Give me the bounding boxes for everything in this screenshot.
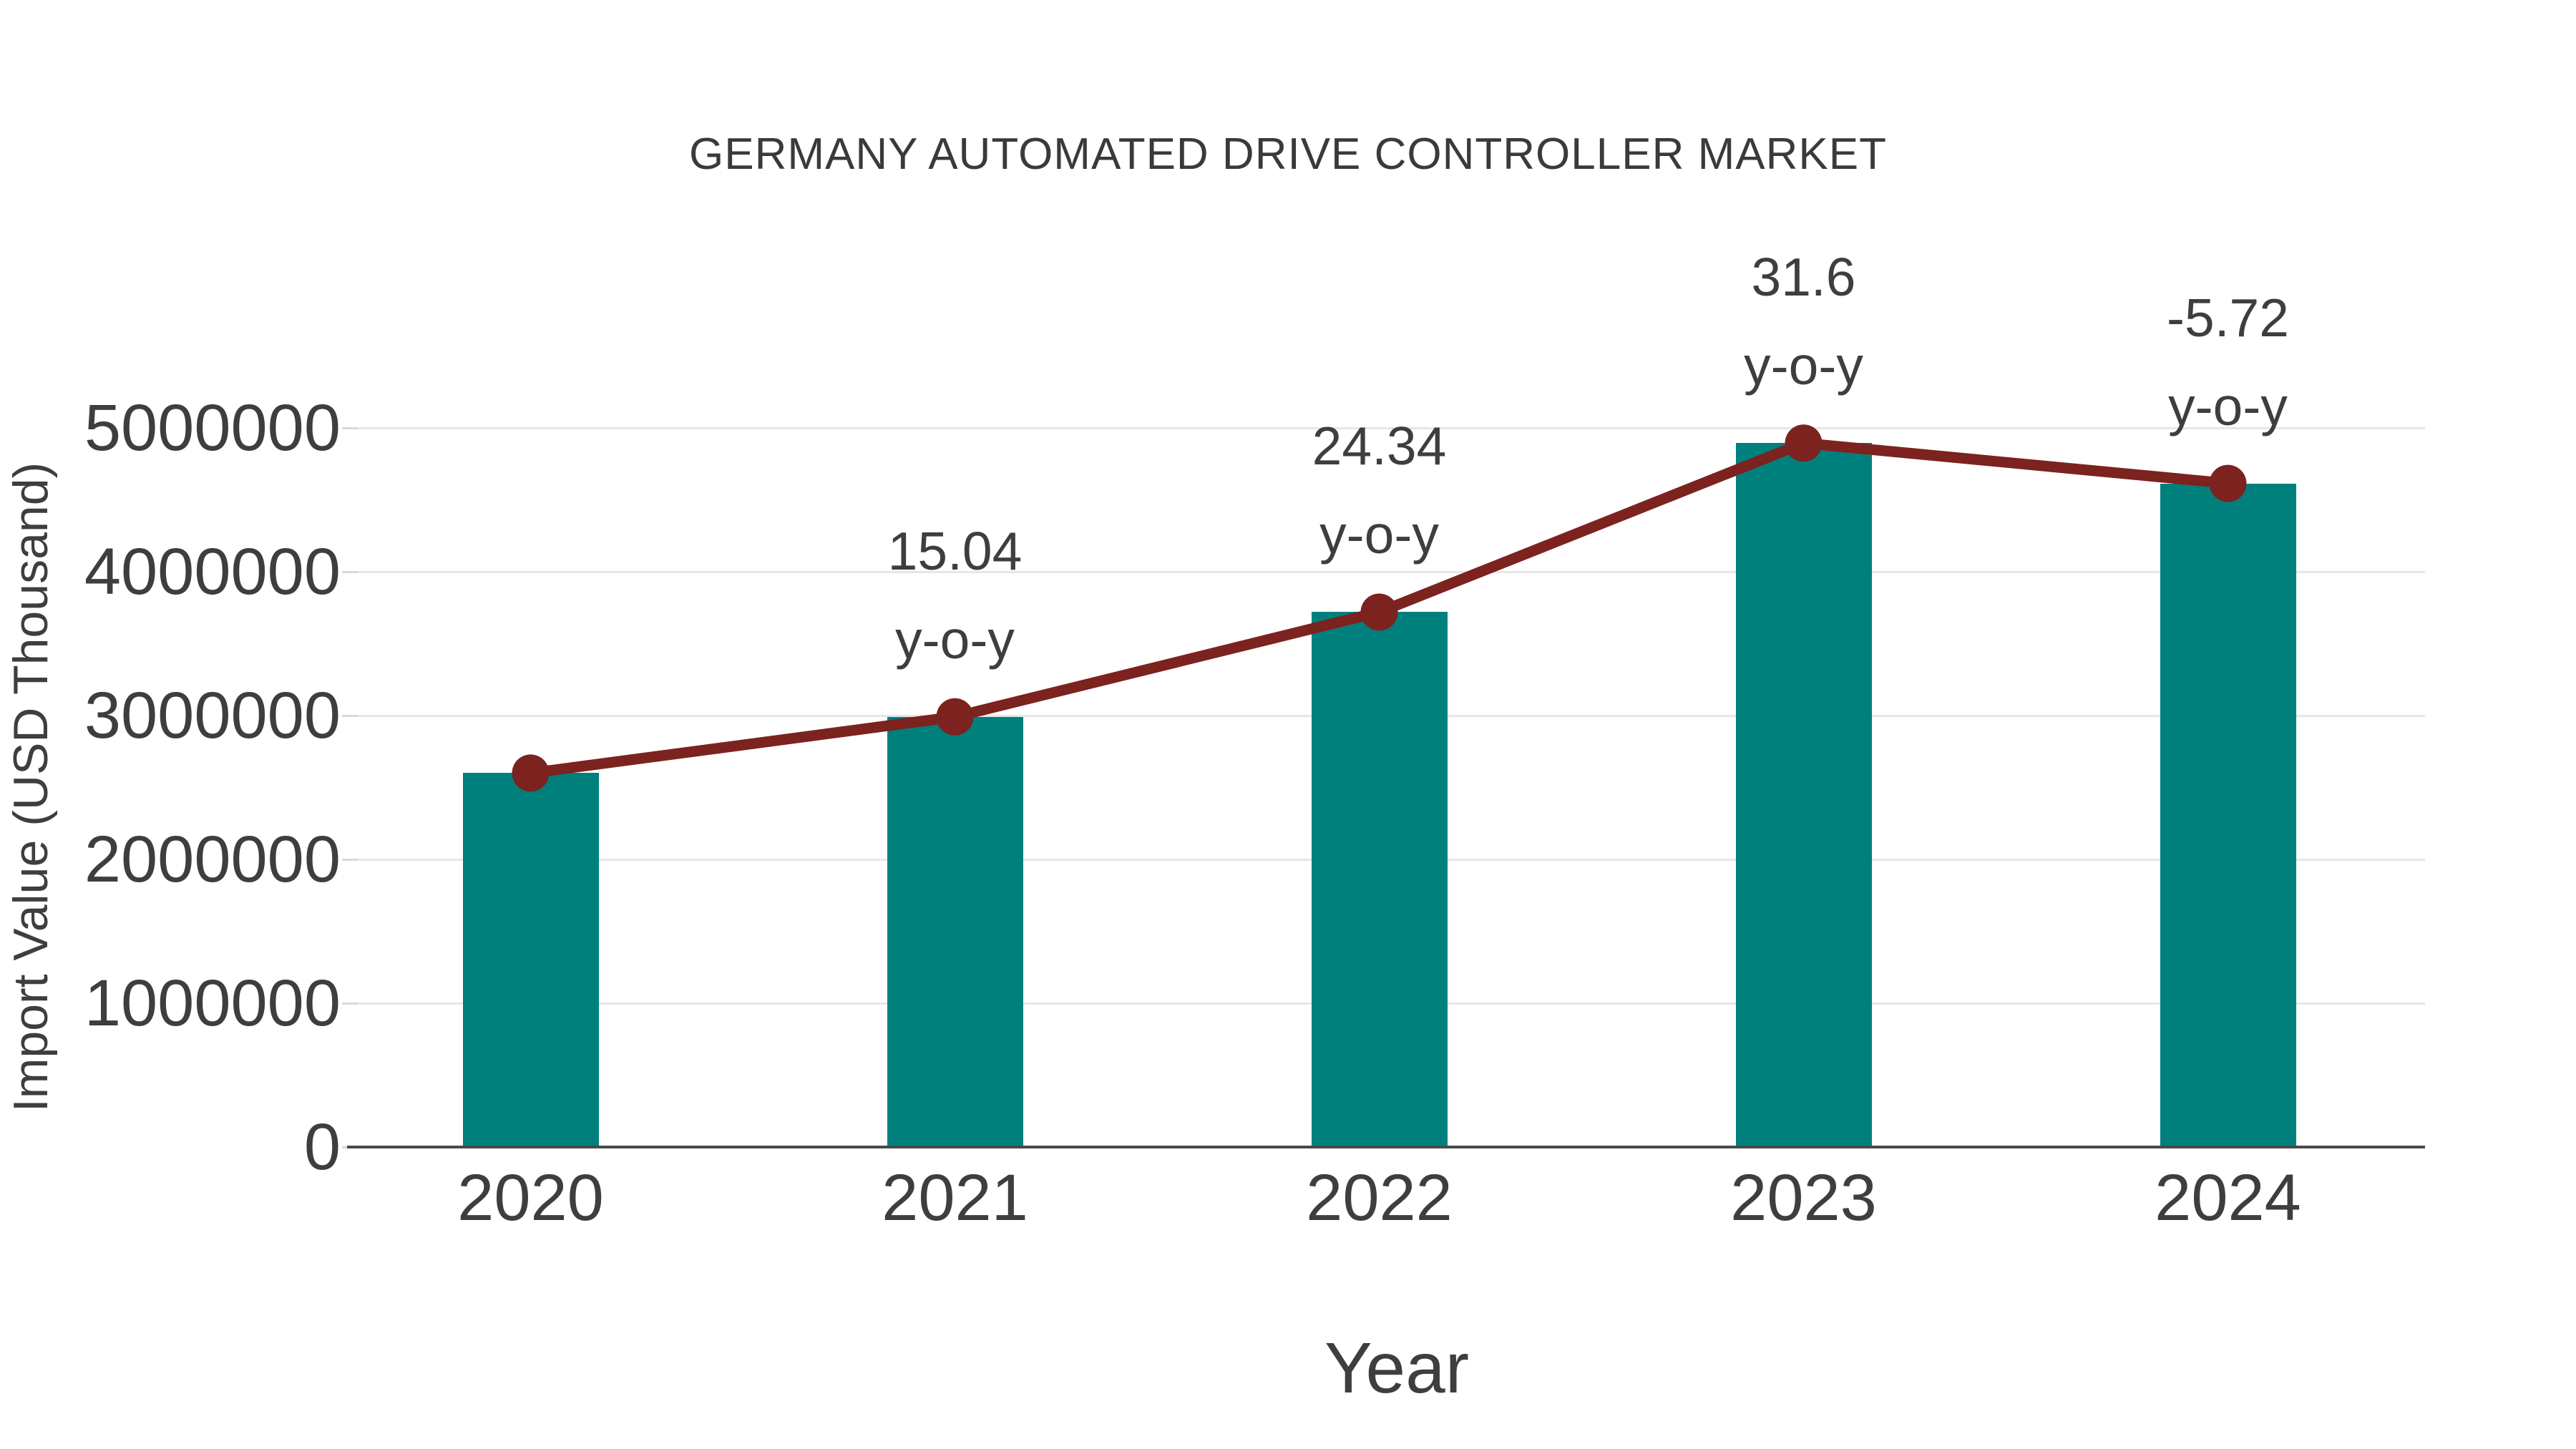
x-tick-label-2024: 2024 [2155, 1161, 2301, 1234]
yoy-annotation-2022: 24.34 y-o-y [1194, 401, 1566, 579]
bar-2020 [462, 773, 599, 1147]
chart-title: GERMANY AUTOMATED DRIVE CONTROLLER MARKE… [689, 130, 1887, 179]
y-tick-5000000 [342, 426, 358, 429]
y-tick-label-2000000: 2000000 [84, 823, 341, 896]
y-tick-4000000 [342, 570, 358, 573]
yoy-suffix-2021: y-o-y [895, 609, 1015, 670]
bar-2023 [1735, 443, 1872, 1147]
yoy-suffix-2023: y-o-y [1744, 336, 1863, 396]
gridline-4000000 [358, 570, 2425, 573]
yoy-annotation-2021: 15.04 y-o-y [769, 507, 1141, 684]
yoy-suffix-2022: y-o-y [1319, 504, 1439, 565]
y-tick-label-4000000: 4000000 [84, 535, 341, 608]
y-tick-label-3000000: 3000000 [84, 679, 341, 752]
yoy-value-2024: -5.72 [2167, 287, 2289, 348]
x-axis-line [347, 1146, 2425, 1148]
yoy-value-2023: 31.6 [1751, 247, 1856, 308]
yoy-annotation-2024: -5.72 y-o-y [2042, 273, 2414, 451]
y-tick-2000000 [342, 858, 358, 861]
gridline-5000000 [358, 426, 2425, 429]
bar-2021 [887, 716, 1023, 1147]
x-tick-label-2023: 2023 [1730, 1161, 1877, 1234]
trend-marker-2020 [512, 754, 550, 792]
bar-2022 [1311, 612, 1448, 1147]
x-tick-label-2020: 2020 [457, 1161, 604, 1234]
yoy-annotation-2023: 31.6 y-o-y [1618, 233, 1990, 410]
bar-2024 [2160, 483, 2296, 1147]
y-tick-label-1000000: 1000000 [84, 967, 341, 1040]
x-axis-title: Year [1324, 1328, 1470, 1408]
x-tick-label-2022: 2022 [1306, 1161, 1453, 1234]
yoy-value-2022: 24.34 [1312, 416, 1447, 477]
trend-marker-2024 [2209, 464, 2247, 502]
trend-marker-2022 [1360, 593, 1398, 631]
y-tick-1000000 [342, 1002, 358, 1005]
yoy-suffix-2024: y-o-y [2168, 376, 2288, 436]
y-tick-3000000 [342, 714, 358, 717]
yoy-value-2021: 15.04 [887, 520, 1023, 581]
trend-marker-2021 [936, 698, 974, 736]
y-tick-label-5000000: 5000000 [84, 391, 341, 464]
trend-marker-2023 [1785, 424, 1823, 462]
y-tick-label-0: 0 [303, 1111, 341, 1184]
x-tick-label-2021: 2021 [882, 1161, 1028, 1234]
